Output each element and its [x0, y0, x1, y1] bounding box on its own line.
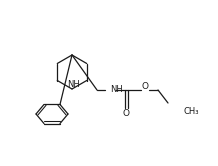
- Text: CH₃: CH₃: [183, 107, 199, 116]
- Text: O: O: [141, 82, 148, 90]
- Text: NH: NH: [110, 84, 123, 93]
- Text: O: O: [123, 109, 129, 118]
- Text: NH: NH: [67, 80, 79, 88]
